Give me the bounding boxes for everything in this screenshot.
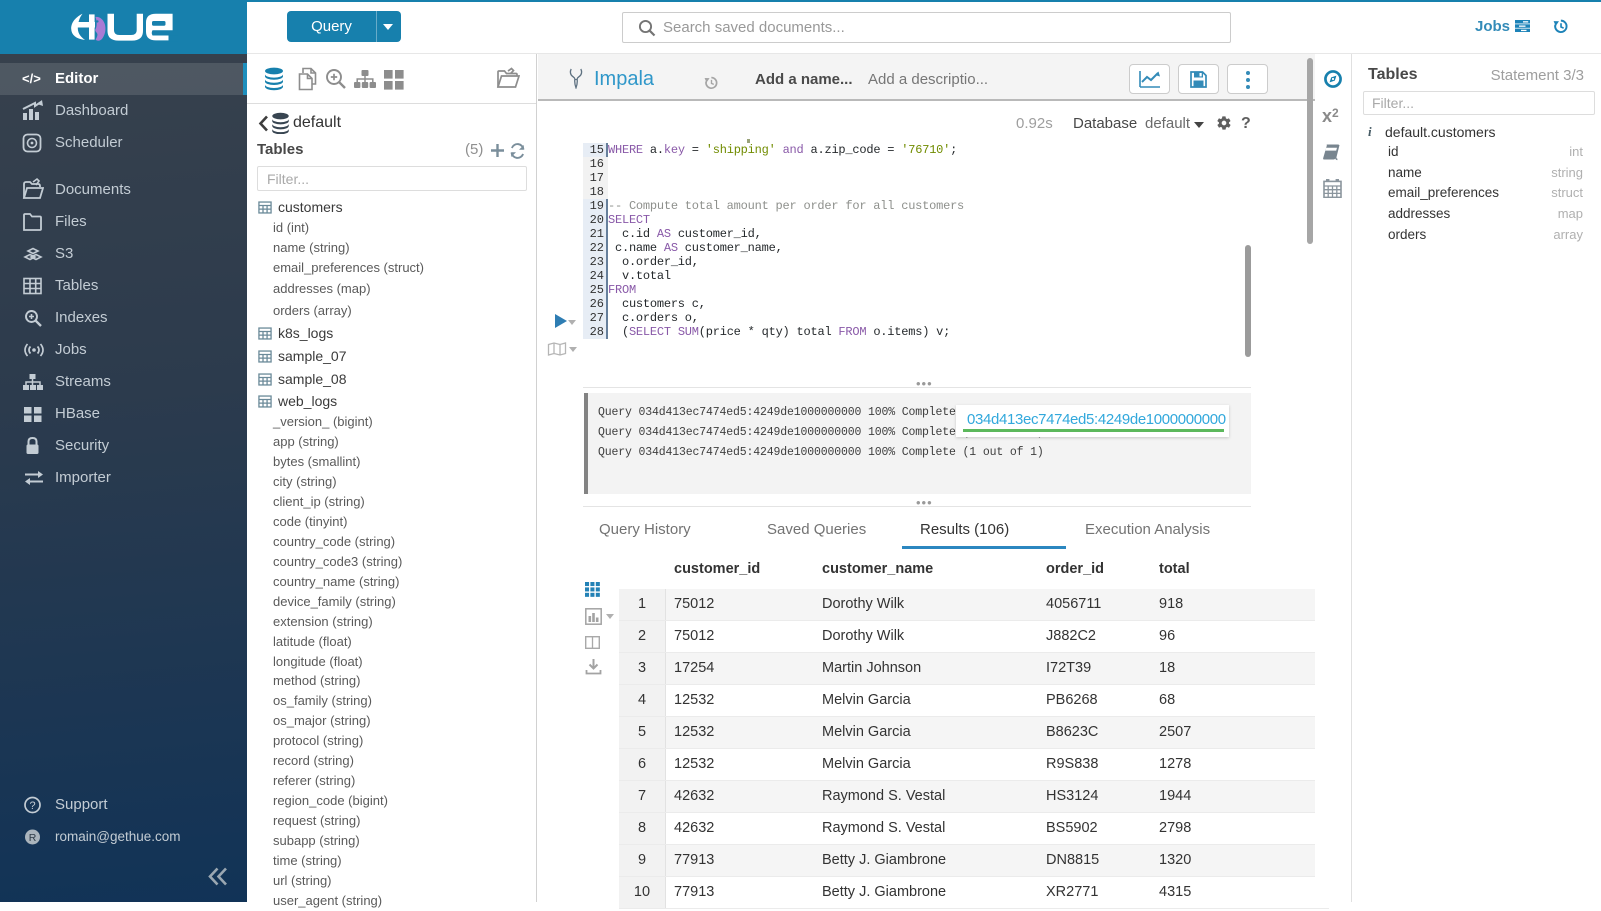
svg-text:?: ? [29,800,35,812]
svg-text:R: R [29,832,37,844]
